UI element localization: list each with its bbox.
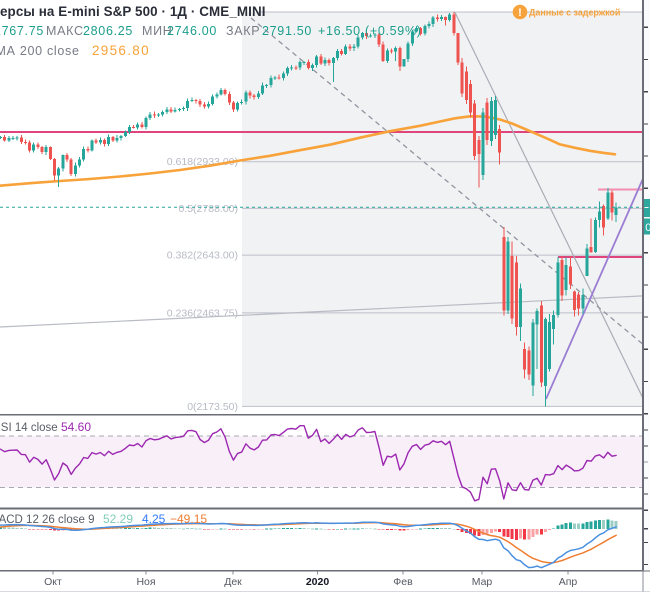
svg-text:0: 0 (645, 222, 650, 234)
svg-text:Дек: Дек (224, 576, 242, 588)
svg-text:Апр: Апр (559, 576, 578, 588)
svg-text:0.5(2788.00): 0.5(2788.00) (178, 203, 238, 215)
svg-text:Мар: Мар (472, 576, 493, 588)
svg-text:Данные с задержкой: Данные с задержкой (529, 8, 620, 18)
svg-text:2020: 2020 (306, 576, 330, 588)
svg-text:ерсы на E-mini S&P 500 · 1Д ·: ерсы на E-mini S&P 500 · 1Д · CME_MINI (0, 4, 266, 19)
svg-text:Ноя: Ноя (136, 576, 155, 588)
svg-text:MACD 12 26 close 952.294.25−49: MACD 12 26 close 952.294.25−49.15 (0, 512, 207, 526)
svg-text:!: ! (518, 7, 522, 19)
svg-text:0.382(2643.00): 0.382(2643.00) (167, 250, 238, 262)
svg-text:Окт: Окт (44, 576, 62, 588)
svg-text:Фев: Фев (393, 576, 413, 588)
svg-text:0(2173.50): 0(2173.50) (187, 401, 238, 413)
